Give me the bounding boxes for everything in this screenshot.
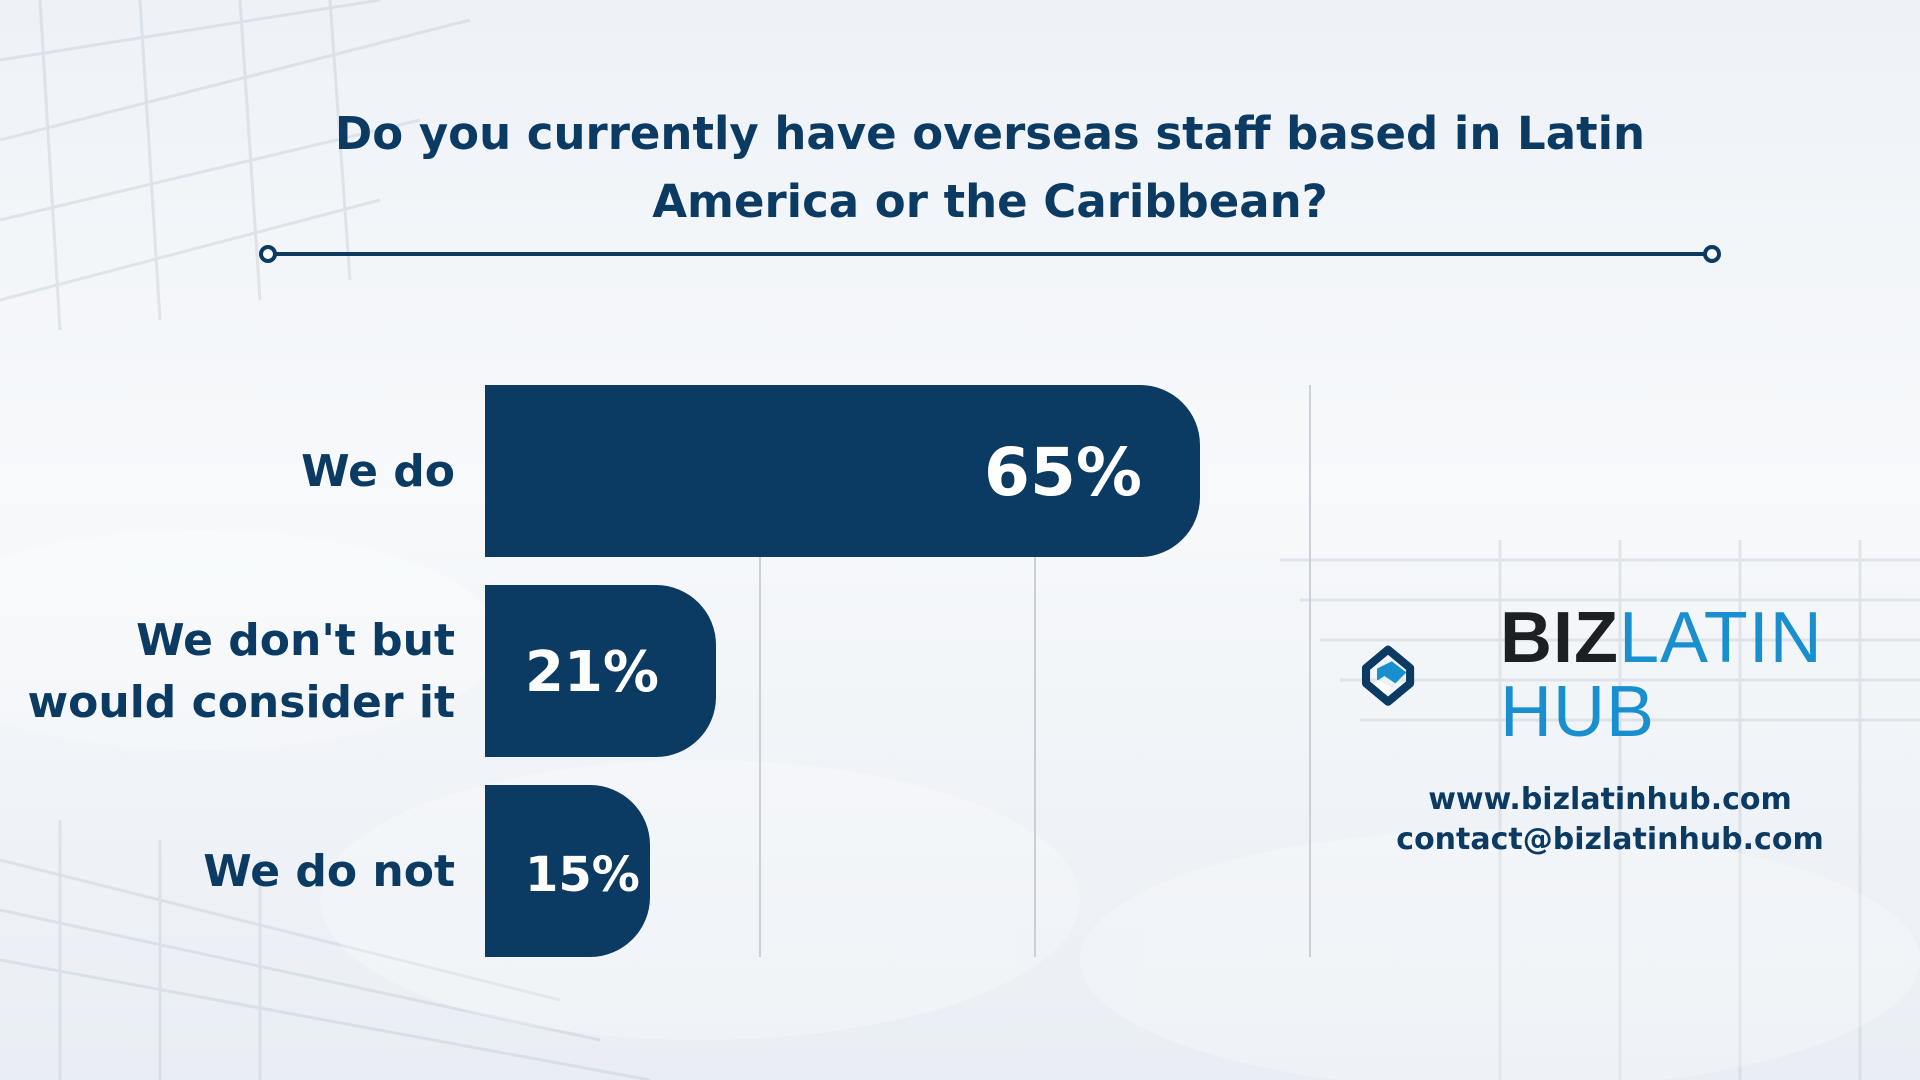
bar-value-label-1: 65% <box>984 434 1142 511</box>
category-label-2: We don't but would consider it <box>28 615 455 728</box>
category-label-line: We do <box>301 446 455 497</box>
category-label-line: We don't but <box>136 615 455 666</box>
chart-title: Do you currently have overseas staff bas… <box>334 107 1646 228</box>
brand-latin-text: LATIN <box>1618 598 1823 678</box>
category-label-3: We do not <box>203 846 455 897</box>
bar-3 <box>485 785 650 957</box>
bar-value-label-2: 21% <box>525 640 659 705</box>
brand-hub-text: HUB <box>1500 672 1656 752</box>
bar-value-label-3: 15% <box>525 847 640 903</box>
email-link[interactable]: contact@bizlatinhub.com <box>1396 822 1824 857</box>
category-label-line: would consider it <box>28 677 455 728</box>
bizlatinhub-logo-icon <box>1361 645 1415 706</box>
category-label-line: We do not <box>203 846 455 897</box>
website-link[interactable]: www.bizlatinhub.com <box>1428 782 1792 817</box>
brand-biz-text: BIZ <box>1500 598 1619 678</box>
category-label-1: We do <box>301 446 455 497</box>
brand-wordmark: BIZLATIN <box>1500 598 1823 678</box>
bar-2 <box>485 585 716 757</box>
title-underline-divider <box>259 245 1721 263</box>
bar-1 <box>485 385 1200 557</box>
